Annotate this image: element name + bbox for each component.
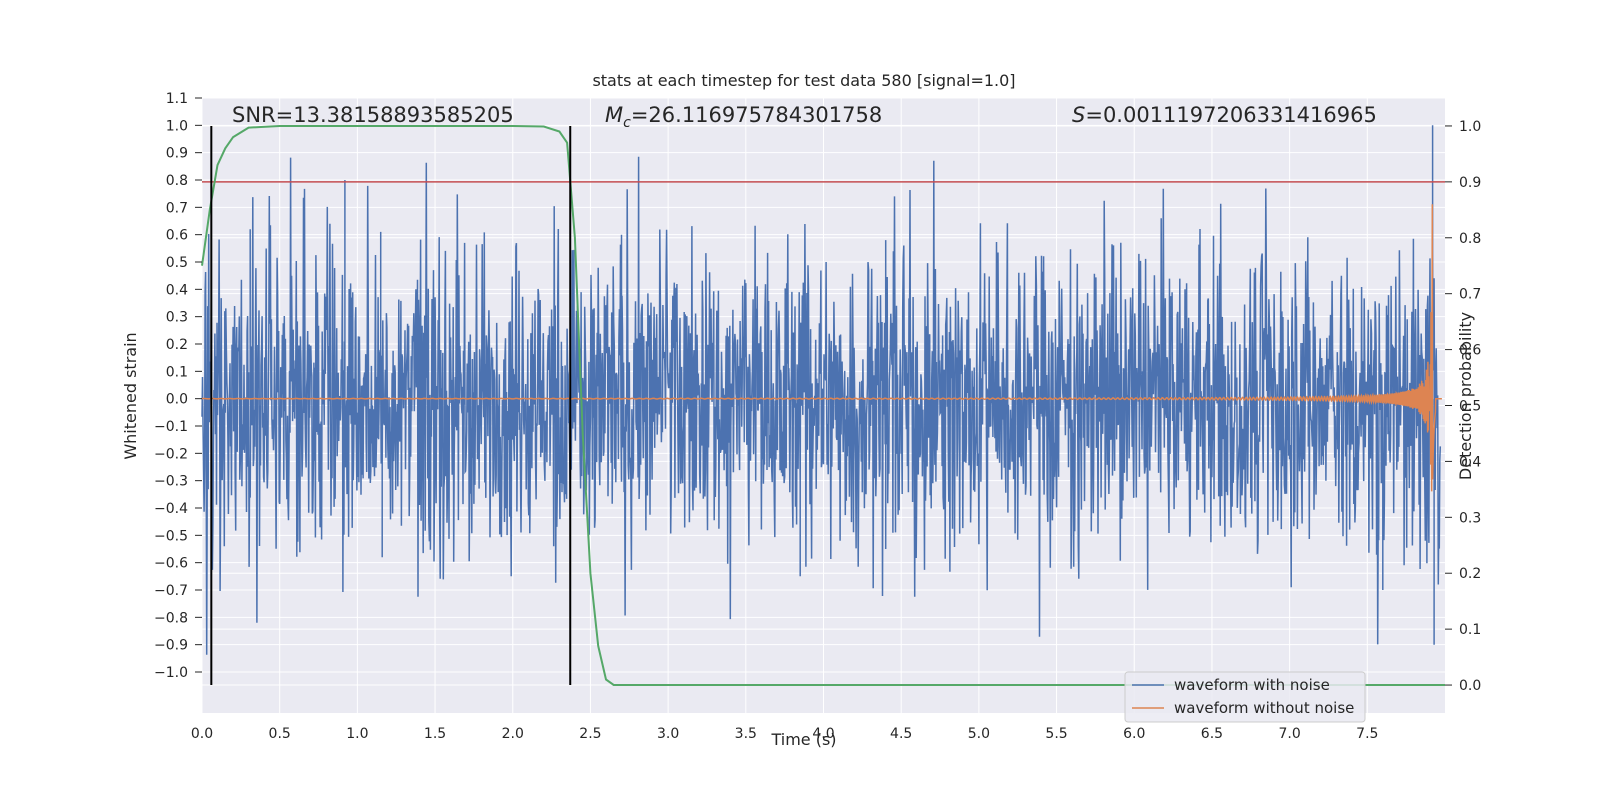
right-y-tick-label: 0.7 bbox=[1459, 287, 1481, 303]
x-tick-label: 1.0 bbox=[346, 726, 368, 742]
x-tick-label: 0.5 bbox=[269, 726, 291, 742]
right-y-tick-label: 0.6 bbox=[1459, 343, 1481, 359]
series-detection-probability bbox=[201, 125, 1445, 686]
legend-label-clean: waveform without noise bbox=[1174, 699, 1354, 717]
y-tick-label: 0.2 bbox=[166, 337, 188, 353]
s-annotation: S=0.0011197206331416965 bbox=[1072, 103, 1377, 127]
s-value: =0.0011197206331416965 bbox=[1085, 103, 1377, 127]
right-y-tick-label: 0.2 bbox=[1459, 566, 1481, 582]
right-y-tick-label: 0.1 bbox=[1459, 622, 1481, 638]
chirp-mass-annotation: Mc=26.116975784301758 bbox=[605, 103, 882, 131]
y-tick-label: −0.3 bbox=[154, 474, 188, 490]
y-tick-label: −0.4 bbox=[154, 501, 188, 517]
x-axis-label: Time (s) bbox=[770, 730, 836, 749]
legend-label-noise: waveform with noise bbox=[1174, 676, 1330, 694]
y-tick-label: −0.7 bbox=[154, 583, 188, 599]
x-tick-labels: 0.0 0.5 1.0 1.5 2.0 2.5 3.0 3.5 4.0 4.5 5.0 5.5 6.0 6… bbox=[191, 726, 1379, 742]
y-tick-label: 1.0 bbox=[166, 118, 188, 134]
right-y-tick-label: 0.0 bbox=[1459, 678, 1481, 694]
x-tick-label: 2.5 bbox=[579, 726, 601, 742]
y-axis-label-right: Detection probability bbox=[1456, 312, 1475, 480]
x-tick-label: 4.0 bbox=[812, 726, 834, 742]
x-tick-label: 6.5 bbox=[1201, 726, 1223, 742]
chirp-mass-symbol: M bbox=[605, 103, 623, 127]
y-tick-label: 0.1 bbox=[166, 364, 188, 380]
y-tick-label: −0.2 bbox=[154, 446, 188, 462]
y-tick-label: −0.5 bbox=[154, 528, 188, 544]
s-symbol: S bbox=[1072, 103, 1085, 127]
vertical-markers bbox=[210, 125, 572, 686]
y-tick-label: 1.1 bbox=[166, 91, 188, 107]
y-tick-label: 0.8 bbox=[166, 173, 188, 189]
y-tick-label: −0.1 bbox=[154, 419, 188, 435]
x-tick-label: 5.5 bbox=[1045, 726, 1067, 742]
series-waveform-without-noise bbox=[201, 204, 1442, 492]
legend-box bbox=[1124, 671, 1366, 723]
right-y-tick-label: 0.9 bbox=[1459, 175, 1481, 191]
x-tick-label: 4.5 bbox=[890, 726, 912, 742]
snr-annotation: SNR=13.38158893585205 bbox=[232, 103, 514, 127]
y-tick-label: −0.8 bbox=[154, 610, 188, 626]
chart-title: stats at each timestep for test data 580… bbox=[592, 71, 1015, 90]
right-y-tick-label: 0.4 bbox=[1459, 454, 1481, 470]
y-tick-labels-right: 1.0 0.9 0.8 0.7 0.6 0.5 0.4 0.3 0.2 0.1 0.0 bbox=[1445, 119, 1481, 694]
x-tick-label: 3.5 bbox=[735, 726, 757, 742]
y-tick-label: 0.4 bbox=[166, 282, 188, 298]
right-y-tick-label: 1.0 bbox=[1459, 119, 1481, 135]
right-y-tick-label: 0.3 bbox=[1459, 510, 1481, 526]
legend: waveform with noise waveform without noi… bbox=[1124, 671, 1366, 723]
x-tick-label: 7.5 bbox=[1356, 726, 1378, 742]
y-tick-labels-left: 1.1 1.0 0.9 0.8 0.7 0.6 0.5 0.4 0.3 0.2 0.1 0.0 −0.1… bbox=[154, 91, 202, 681]
y-tick-label: 0.3 bbox=[166, 310, 188, 326]
x-tick-label: 1.5 bbox=[424, 726, 446, 742]
x-tick-label: 6.0 bbox=[1123, 726, 1145, 742]
y-axis-label-left: Whitened strain bbox=[121, 332, 140, 459]
y-tick-label: 0.6 bbox=[166, 228, 188, 244]
x-tick-label: 2.0 bbox=[502, 726, 524, 742]
x-tick-label: 7.0 bbox=[1278, 726, 1300, 742]
y-tick-label: 0.0 bbox=[166, 392, 188, 408]
x-tick-label: 3.0 bbox=[657, 726, 679, 742]
y-tick-label: −1.0 bbox=[154, 665, 188, 681]
chirp-mass-subscript: c bbox=[623, 115, 631, 131]
y-tick-label: 0.5 bbox=[166, 255, 188, 271]
y-tick-label: −0.9 bbox=[154, 638, 188, 654]
y-tick-label: 0.9 bbox=[166, 146, 188, 162]
right-y-tick-label: 0.8 bbox=[1459, 231, 1481, 247]
right-y-tick-label: 0.5 bbox=[1459, 399, 1481, 415]
chirp-mass-value: =26.116975784301758 bbox=[631, 103, 882, 127]
x-tick-label: 0.0 bbox=[191, 726, 213, 742]
x-tick-label: 5.0 bbox=[968, 726, 990, 742]
y-tick-label: 0.7 bbox=[166, 200, 188, 216]
y-tick-label: −0.6 bbox=[154, 556, 188, 572]
